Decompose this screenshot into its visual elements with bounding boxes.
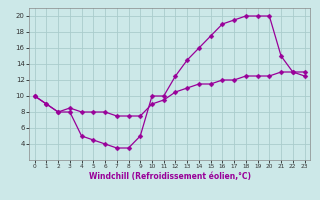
X-axis label: Windchill (Refroidissement éolien,°C): Windchill (Refroidissement éolien,°C) — [89, 172, 251, 181]
